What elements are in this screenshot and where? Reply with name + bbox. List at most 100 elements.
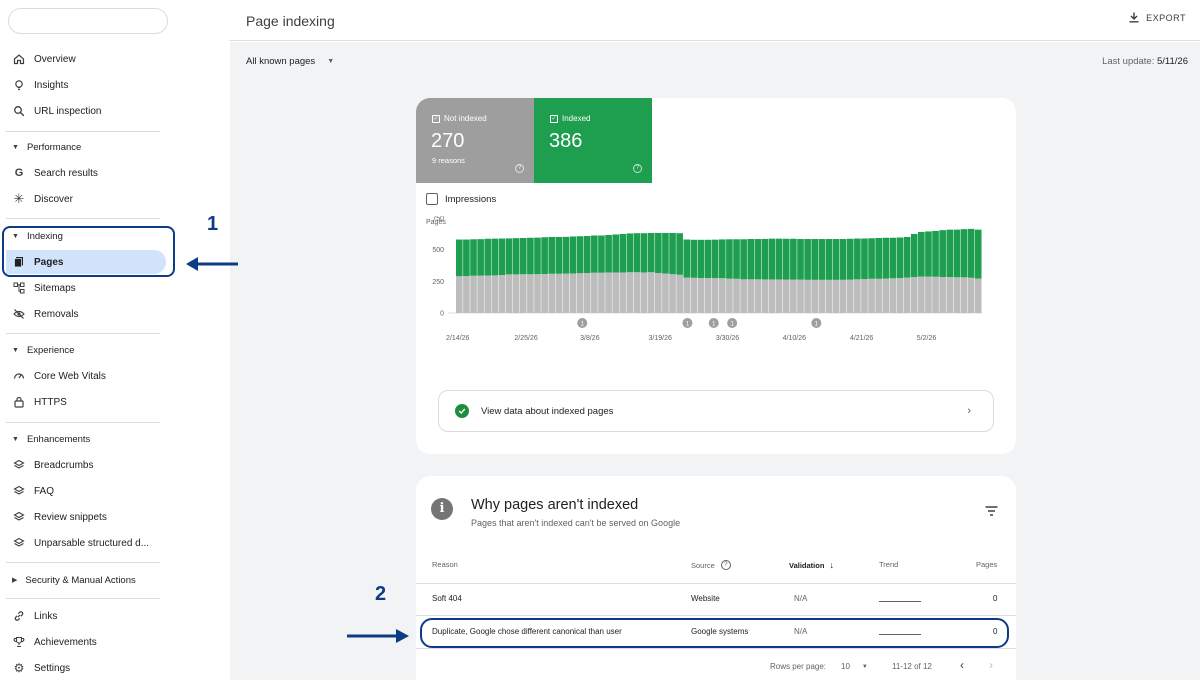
sidebar-item-discover[interactable]: ✳ Discover: [6, 187, 166, 211]
export-button[interactable]: EXPORT: [1129, 12, 1186, 23]
rows-per-page-label: Rows per page:: [770, 662, 827, 671]
sidebar-section-performance[interactable]: ▼ Performance: [12, 138, 172, 156]
chart-bar: [548, 273, 556, 313]
page-title: Page indexing: [246, 13, 335, 29]
chart-bar: [512, 274, 520, 313]
column-header-validation[interactable]: Validation ↓: [789, 560, 834, 570]
chart-bar: [804, 239, 811, 280]
chart-bar: [534, 274, 541, 313]
help-icon[interactable]: ?: [720, 560, 731, 570]
chart-bar: [576, 273, 584, 313]
chart-bar: [463, 276, 470, 313]
chart-bar: [726, 239, 733, 279]
sidebar-item-faq[interactable]: FAQ: [6, 479, 166, 503]
chart-bar: [619, 233, 627, 273]
chart-bar: [598, 272, 605, 313]
chart-bar: [697, 239, 705, 279]
sidebar-item-removals[interactable]: Removals: [6, 302, 166, 326]
sidebar-item-label: Links: [34, 610, 58, 622]
event-marker-label: 1: [815, 321, 819, 327]
chart-bar: [640, 272, 648, 313]
rows-per-page-value: 10: [841, 662, 850, 671]
sidebar-item-settings[interactable]: ⚙ Settings: [6, 656, 166, 680]
chart-bar: [868, 278, 875, 313]
chart-bar: [655, 272, 662, 313]
chart-bar: [498, 275, 506, 313]
row-divider: [416, 583, 1016, 584]
chart-bar: [754, 279, 762, 313]
help-icon[interactable]: ?: [515, 164, 524, 173]
gauge-icon: [12, 369, 26, 383]
sidebar-item-review-snippets[interactable]: Review snippets: [6, 505, 166, 529]
sidebar-search[interactable]: [8, 8, 168, 34]
search-icon: [12, 104, 26, 118]
annotation-number-2: 2: [375, 583, 387, 605]
chart-bar: [946, 277, 954, 313]
rows-per-page-select[interactable]: 10 ▼: [841, 662, 868, 672]
annotation-number-1: 1: [207, 213, 219, 235]
previous-page-button[interactable]: ‹: [960, 658, 964, 672]
next-page-button[interactable]: ›: [989, 658, 993, 672]
sidebar-item-label: Breadcrumbs: [34, 459, 94, 471]
sidebar-item-label: HTTPS: [34, 396, 67, 408]
chart-bar: [612, 272, 619, 313]
sidebar-item-unparsable-structured-data[interactable]: Unparsable structured d...: [6, 531, 166, 555]
row-validation: N/A: [794, 627, 808, 636]
checkbox-unchecked-icon: [426, 193, 438, 205]
column-header-trend[interactable]: Trend: [879, 560, 899, 569]
chart-bar: [896, 278, 904, 313]
sidebar-item-sitemaps[interactable]: Sitemaps: [6, 276, 166, 300]
chart-bar: [861, 279, 868, 313]
sidebar-item-achievements[interactable]: Achievements: [6, 630, 166, 654]
event-marker: [708, 318, 719, 328]
pages-filter-dropdown[interactable]: All known pages ▼: [246, 56, 334, 67]
sidebar-section-enhancements[interactable]: ▼ Enhancements: [12, 430, 172, 448]
column-header-source[interactable]: Source ?: [691, 560, 731, 570]
sidebar-item-overview[interactable]: Overview: [6, 47, 166, 71]
chart-bar: [605, 272, 612, 313]
chart-bar: [626, 272, 634, 313]
chart-bar: [854, 238, 861, 280]
chart-bar: [505, 274, 513, 313]
chart-bar: [925, 276, 932, 313]
sidebar-item-insights[interactable]: Insights: [6, 73, 166, 97]
sidebar-item-core-web-vitals[interactable]: Core Web Vitals: [6, 364, 166, 388]
annotation-arrow-right-icon: [347, 629, 409, 643]
not-indexed-tile[interactable]: ✓ Not indexed 270 9 reasons ?: [416, 98, 534, 183]
sidebar-section-indexing[interactable]: ▼ Indexing: [12, 227, 172, 245]
sidebar-item-url-inspection[interactable]: URL inspection: [6, 99, 166, 123]
chevron-right-icon: ▶: [12, 577, 18, 584]
chart-bar: [711, 278, 719, 313]
chart-bar: [974, 278, 982, 313]
y-tick-label: 0: [440, 311, 444, 318]
chart-bar: [903, 277, 911, 313]
x-tick-label: 3/8/26: [580, 335, 600, 342]
row-source: Website: [691, 594, 720, 603]
chevron-down-icon: ▼: [12, 143, 19, 151]
sidebar-item-search-results[interactable]: G Search results: [6, 161, 166, 185]
x-tick-label: 2/25/26: [514, 335, 537, 342]
filter-icon[interactable]: [985, 506, 998, 516]
sidebar-item-https[interactable]: HTTPS: [6, 390, 166, 414]
sidebar-item-links[interactable]: Links: [6, 604, 166, 628]
event-marker: [811, 318, 822, 328]
sidebar-section-security[interactable]: ▶ Security & Manual Actions: [12, 571, 172, 589]
chart-bar: [953, 229, 961, 278]
chart-bar: [512, 238, 520, 275]
column-header-reason[interactable]: Reason: [432, 560, 458, 569]
sidebar-item-breadcrumbs[interactable]: Breadcrumbs: [6, 453, 166, 477]
sidebar-divider: [6, 422, 160, 423]
indexed-tile[interactable]: ✓ Indexed 386 ?: [534, 98, 652, 183]
impressions-checkbox[interactable]: Impressions: [426, 193, 496, 205]
chart-bar: [832, 239, 840, 280]
column-header-pages[interactable]: Pages: [976, 560, 998, 569]
sidebar-section-experience[interactable]: ▼ Experience: [12, 341, 172, 359]
indexing-chart: Pages 0 250 500 750 1 1 1 1 1 2/14/26 2/25/26 3/8/26…: [426, 216, 982, 342]
chart-bar: [527, 237, 534, 275]
chart-bar: [655, 232, 662, 273]
chart-bar: [591, 272, 598, 313]
view-indexed-data-button[interactable]: View data about indexed pages ›: [438, 390, 994, 432]
sidebar-item-pages[interactable]: Pages: [6, 250, 166, 274]
row-pages: 0: [993, 627, 998, 636]
help-icon[interactable]: ?: [633, 164, 642, 173]
